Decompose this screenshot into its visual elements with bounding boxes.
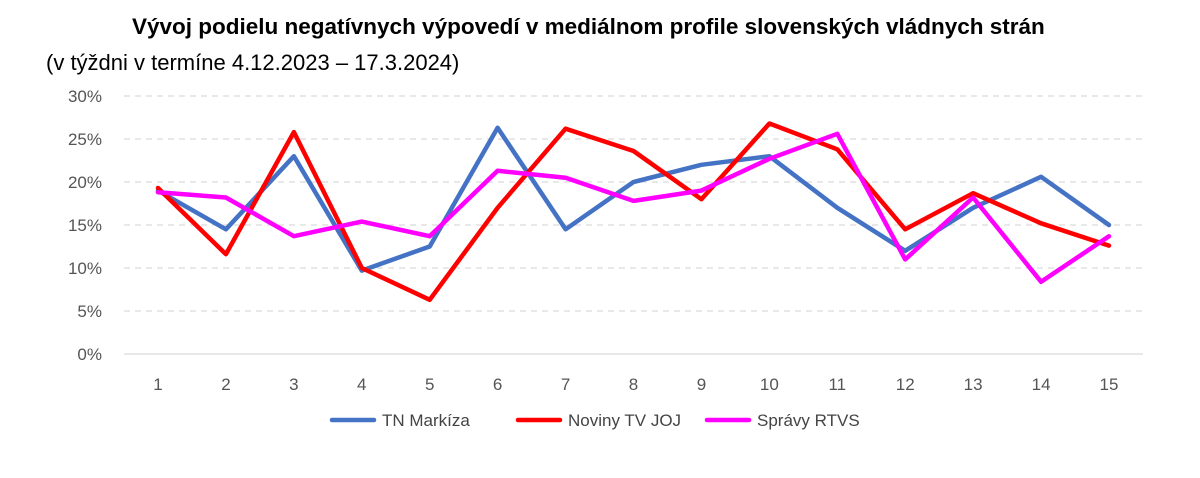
x-tick-label: 7 <box>561 375 570 394</box>
x-tick-label: 14 <box>1032 375 1051 394</box>
legend-label: Noviny TV JOJ <box>568 411 681 430</box>
x-tick-label: 11 <box>828 375 846 394</box>
y-tick-label: 5% <box>77 302 102 321</box>
x-tick-label: 13 <box>964 375 983 394</box>
chart-subtitle: (v týždni v termíne 4.12.2023 – 17.3.202… <box>46 50 460 75</box>
series-line-1 <box>155 125 1112 273</box>
x-tick-label: 4 <box>357 375 366 394</box>
x-tick-label: 2 <box>221 375 230 394</box>
series-lines <box>155 121 1112 303</box>
x-tick-label: 15 <box>1100 375 1119 394</box>
series-line-3 <box>155 131 1112 285</box>
y-tick-label: 15% <box>68 216 102 235</box>
y-tick-label: 30% <box>68 87 102 106</box>
y-tick-label: 20% <box>68 173 102 192</box>
x-tick-label: 8 <box>629 375 638 394</box>
gridlines <box>124 95 1143 355</box>
series-line-2 <box>155 121 1112 303</box>
y-axis-tick-labels: 0% 5% 10% 15% 20% 25% 30% <box>68 87 102 364</box>
x-tick-label: 3 <box>289 375 298 394</box>
y-tick-label: 25% <box>68 130 102 149</box>
chart-title: Vývoj podielu negatívnych výpovedí v med… <box>132 14 1045 39</box>
y-tick-label: 10% <box>68 259 102 278</box>
x-tick-label: 6 <box>493 375 502 394</box>
x-tick-label: 9 <box>697 375 706 394</box>
x-tick-label: 10 <box>760 375 779 394</box>
legend-label: TN Markíza <box>382 411 470 430</box>
x-tick-label: 1 <box>153 375 162 394</box>
legend: TN Markíza Noviny TV JOJ Správy RTVS <box>329 411 860 430</box>
x-tick-label: 5 <box>425 375 434 394</box>
y-tick-label: 0% <box>77 345 102 364</box>
legend-label: Správy RTVS <box>757 411 860 430</box>
x-axis-tick-labels: 1 2 3 4 5 6 7 8 9 10 11 12 13 14 15 <box>153 375 1118 394</box>
x-tick-label: 12 <box>896 375 915 394</box>
